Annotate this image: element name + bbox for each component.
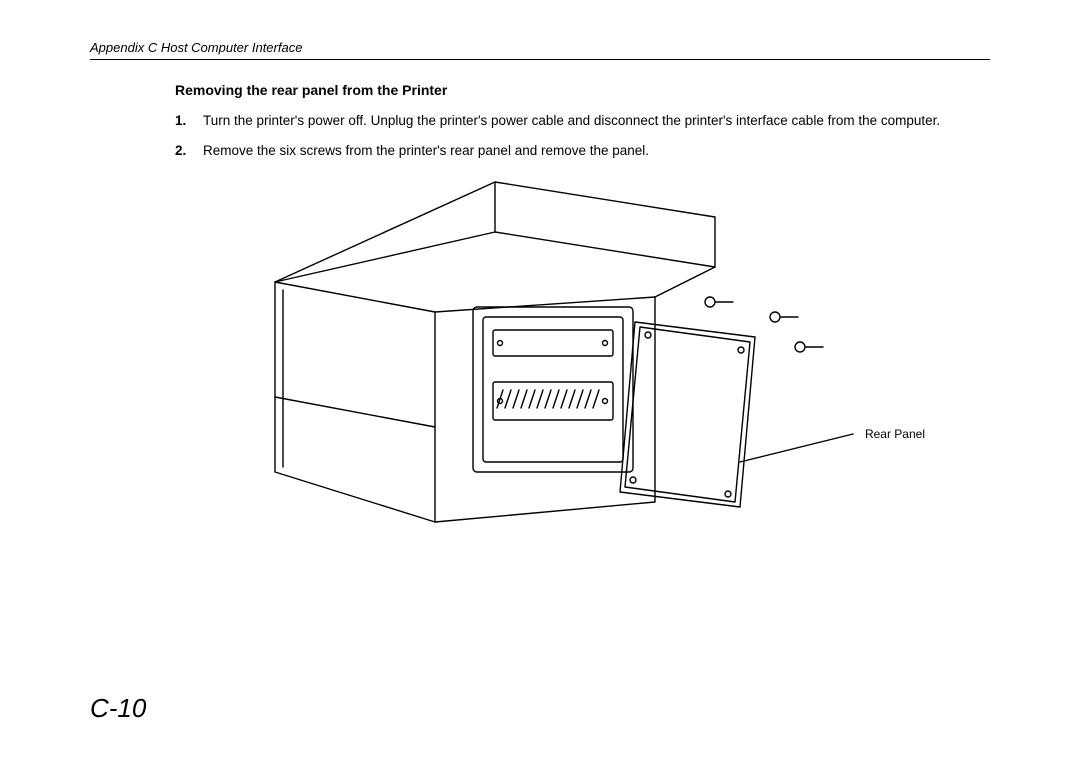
step-1: 1. Turn the printer's power off. Unplug …: [175, 112, 990, 130]
running-header: Appendix C Host Computer Interface: [90, 40, 990, 55]
step-number: 2.: [175, 142, 203, 160]
printer-illustration: Rear Panel: [235, 172, 935, 542]
printer-svg: [235, 172, 935, 542]
header-rule: [90, 59, 990, 60]
step-text: Turn the printer's power off. Unplug the…: [203, 112, 990, 130]
step-number: 1.: [175, 112, 203, 130]
step-text: Remove the six screws from the printer's…: [203, 142, 990, 160]
section-title: Removing the rear panel from the Printer: [175, 82, 990, 98]
page-number: C-10: [90, 693, 146, 724]
step-2: 2. Remove the six screws from the printe…: [175, 142, 990, 160]
figure-callout-label: Rear Panel: [865, 427, 925, 441]
